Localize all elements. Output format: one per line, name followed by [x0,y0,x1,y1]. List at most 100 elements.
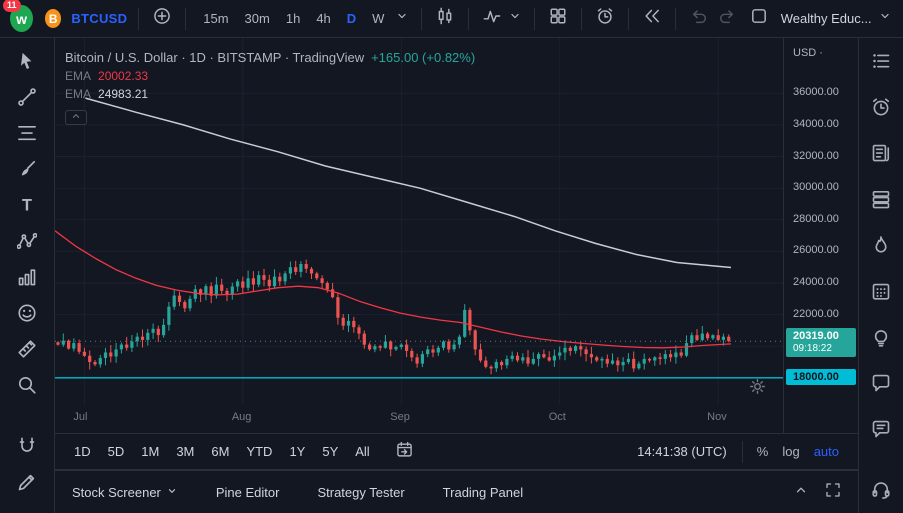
svg-text:T: T [22,196,32,214]
interval-1d-button[interactable]: D [346,11,357,26]
panel-expand-button[interactable] [793,482,809,503]
tool-cursor-button[interactable] [9,46,45,80]
currency-label[interactable]: USD · [793,47,823,59]
range-all-button[interactable]: All [355,444,370,459]
range-1d-button[interactable]: 1D [74,444,91,459]
price-tick-label: 36000.00 [793,86,839,99]
ideas-button[interactable] [863,322,899,357]
tab-pine-editor[interactable]: Pine Editor [215,484,280,500]
ema-indicator-row[interactable]: EMA 24983.21 [65,87,149,101]
divider [420,7,422,30]
percent-scale-button[interactable]: % [756,444,769,459]
chevron-down-icon [878,9,892,28]
price-tick-label: 34000.00 [793,117,839,130]
price-axis[interactable]: USD · 36000.00 34000.00 32000.00 30000.00 28… [783,38,858,433]
app-logo[interactable]: w 11 [3,0,34,32]
interval-1h-button[interactable]: 1h [285,11,301,26]
legend-title[interactable]: Bitcoin / U.S. Dollar · 1D · BITSTAMP · … [65,50,365,65]
tool-text-button[interactable]: T [9,190,45,224]
divider [138,7,140,30]
range-3m-button[interactable]: 3M [176,444,195,459]
tab-stock-screener[interactable]: Stock Screener [72,485,178,500]
price-tick-label: 24000.00 [793,276,839,288]
redo-button[interactable] [715,5,739,33]
smiley-icon [17,303,37,328]
lightbulb-icon [871,327,891,352]
indicators-icon [483,7,501,30]
tool-measure-button[interactable] [9,334,45,368]
clock-utc[interactable]: 14:41:38 (UTC) [637,444,727,459]
bar-replay-button[interactable] [640,5,664,33]
watchlist-button[interactable] [863,46,899,81]
symbol-button[interactable]: BTCUSD [71,11,128,26]
rewind-icon [643,7,661,30]
chevron-down-icon [508,9,522,28]
chat-button[interactable] [863,368,899,403]
indicators-menu-button[interactable] [508,5,523,33]
tool-trend-line-button[interactable] [9,82,45,116]
flame-icon [871,235,891,260]
chart-settings-button[interactable] [745,377,769,401]
tool-forecast-button[interactable] [9,262,45,296]
range-6m-button[interactable]: 6M [211,444,230,459]
tool-zoom-button[interactable] [9,370,45,404]
tool-pattern-button[interactable] [9,226,45,260]
divider [674,7,676,30]
stacked-lists-icon [871,189,891,214]
fullscreen-button[interactable] [825,482,841,503]
interval-4h-button[interactable]: 4h [316,11,331,26]
range-ytd-button[interactable]: YTD [246,444,273,459]
lists-button[interactable] [863,184,899,219]
tab-trading-panel[interactable]: Trading Panel [442,484,524,500]
layout-grid-button[interactable] [546,5,570,33]
month-label: Sep [390,411,410,423]
legend-collapse-button[interactable] [65,110,87,125]
chart-style-button[interactable] [433,5,457,33]
undo-button[interactable] [687,5,711,33]
alert-button[interactable] [593,5,617,33]
interval-30m-button[interactable]: 30m [244,11,270,26]
log-scale-button[interactable]: log [782,444,800,459]
interval-15m-button[interactable]: 15m [203,11,229,26]
tool-brush-button[interactable] [9,154,45,188]
edit-drawings-button[interactable] [9,467,45,501]
range-1m-button[interactable]: 1M [141,444,160,459]
indicators-button[interactable] [480,5,504,33]
interval-menu-button[interactable] [394,5,409,33]
magnet-mode-button[interactable] [9,431,45,465]
forecast-bars-icon [17,267,37,292]
alarm-clock-icon [871,97,891,122]
goto-date-button[interactable] [392,439,418,465]
bottom-toolbar: 1D 5D 1M 3M 6M YTD 1Y 5Y All 14:41:38 (U… [55,433,858,470]
tab-strategy-tester[interactable]: Strategy Tester [317,484,405,500]
comments-button[interactable] [863,414,899,449]
range-1y-button[interactable]: 1Y [289,444,306,459]
candlestick-chart[interactable] [55,38,783,405]
compare-add-symbol-button[interactable] [150,5,174,33]
trend-line-icon [17,87,37,112]
layout-name[interactable]: Wealthy Educ... [780,11,872,26]
save-layout-button[interactable] [747,5,771,33]
chart-legend: Bitcoin / U.S. Dollar · 1D · BITSTAMP · … [65,50,475,125]
bar-countdown: 09:18:22 [793,343,832,355]
auto-scale-button[interactable]: auto [813,444,839,459]
tool-fib-button[interactable] [9,118,45,152]
alerts-button[interactable] [863,92,899,127]
tool-emoji-button[interactable] [9,298,45,332]
ema-indicator-row[interactable]: EMA 20002.33 [65,69,149,83]
bitcoin-icon: B [45,9,62,28]
divider [741,440,743,463]
chart-canvas[interactable]: Bitcoin / U.S. Dollar · 1D · BITSTAMP · … [55,38,783,405]
xabcd-pattern-icon [16,231,38,256]
calendar-button[interactable] [863,276,899,311]
hotlists-button[interactable] [863,230,899,265]
range-5d-button[interactable]: 5D [107,444,125,459]
help-button[interactable] [863,474,899,509]
range-5y-button[interactable]: 5Y [322,444,339,459]
candlestick-icon [436,7,454,30]
layout-menu-button[interactable] [878,5,893,33]
chevron-up-icon [70,109,82,127]
interval-1w-button[interactable]: W [372,11,385,26]
time-axis[interactable]: Jul Aug Sep Oct Nov [55,405,783,433]
news-button[interactable] [863,138,899,173]
